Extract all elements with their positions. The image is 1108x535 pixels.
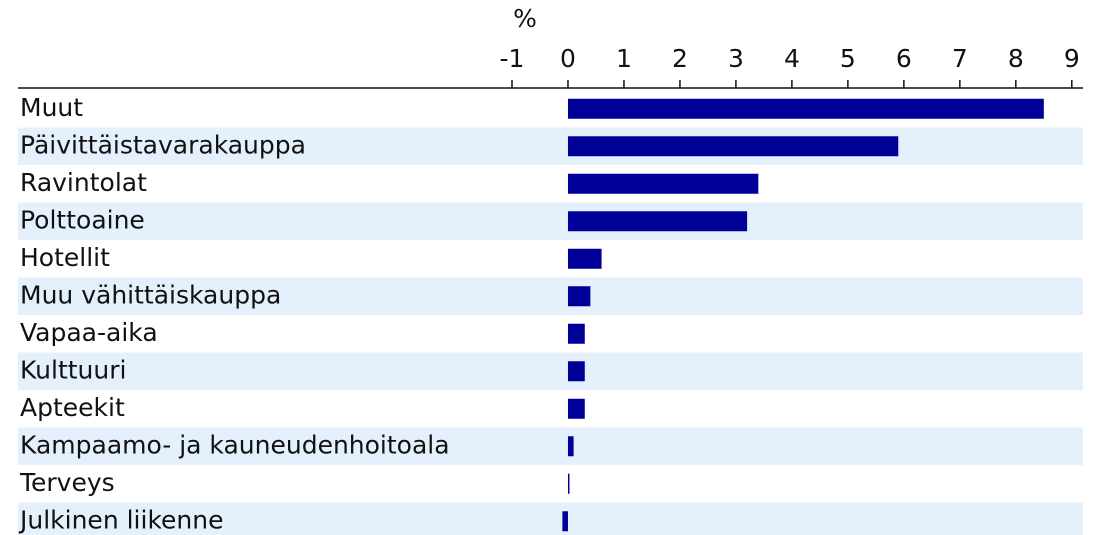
- x-tick-label: 3: [728, 44, 744, 73]
- y-tick-label: Apteekit: [20, 393, 125, 422]
- x-tick-label: 2: [672, 44, 688, 73]
- x-tick-label: 9: [1064, 44, 1080, 73]
- y-tick-label: Kulttuuri: [20, 355, 126, 384]
- x-tick-label: 6: [896, 44, 912, 73]
- bar: [562, 511, 568, 532]
- y-tick-label: Kampaamo- ja kauneudenhoitoala: [20, 430, 450, 459]
- y-tick-label: Terveys: [19, 468, 115, 497]
- row-band: [18, 427, 1083, 465]
- row-band: [18, 502, 1083, 535]
- x-tick-label: 8: [1008, 44, 1024, 73]
- bar: [567, 98, 1044, 119]
- x-tick-label: 7: [952, 44, 968, 73]
- bar: [567, 248, 602, 269]
- bar: [567, 361, 585, 382]
- bar: [567, 436, 574, 457]
- row-band: [18, 352, 1083, 390]
- y-tick-label: Hotellit: [20, 243, 110, 272]
- row-band: [18, 277, 1083, 315]
- bar: [567, 323, 585, 344]
- bar: [567, 398, 585, 419]
- row-band: [18, 202, 1083, 240]
- y-tick-label: Ravintolat: [20, 168, 147, 197]
- x-tick-label: 4: [784, 44, 800, 73]
- x-tick-label: 1: [616, 44, 632, 73]
- bar: [567, 136, 899, 157]
- y-tick-label: Julkinen liikenne: [18, 505, 223, 534]
- axis-label: %: [513, 4, 537, 33]
- bar: [567, 211, 748, 232]
- y-tick-label: Polttoaine: [20, 205, 145, 234]
- x-tick-label: -1: [500, 44, 525, 73]
- bar: [567, 173, 759, 194]
- y-tick-label: Vapaa-aika: [20, 318, 158, 347]
- y-tick-label: Muut: [20, 93, 83, 122]
- row-band: [18, 127, 1083, 165]
- x-tick-label: 5: [840, 44, 856, 73]
- bar: [567, 473, 570, 494]
- y-tick-label: Päivittäistavarakauppa: [20, 130, 306, 159]
- y-tick-label: Muu vähittäiskauppa: [20, 280, 281, 309]
- x-tick-label: 0: [560, 44, 576, 73]
- bar: [567, 286, 591, 307]
